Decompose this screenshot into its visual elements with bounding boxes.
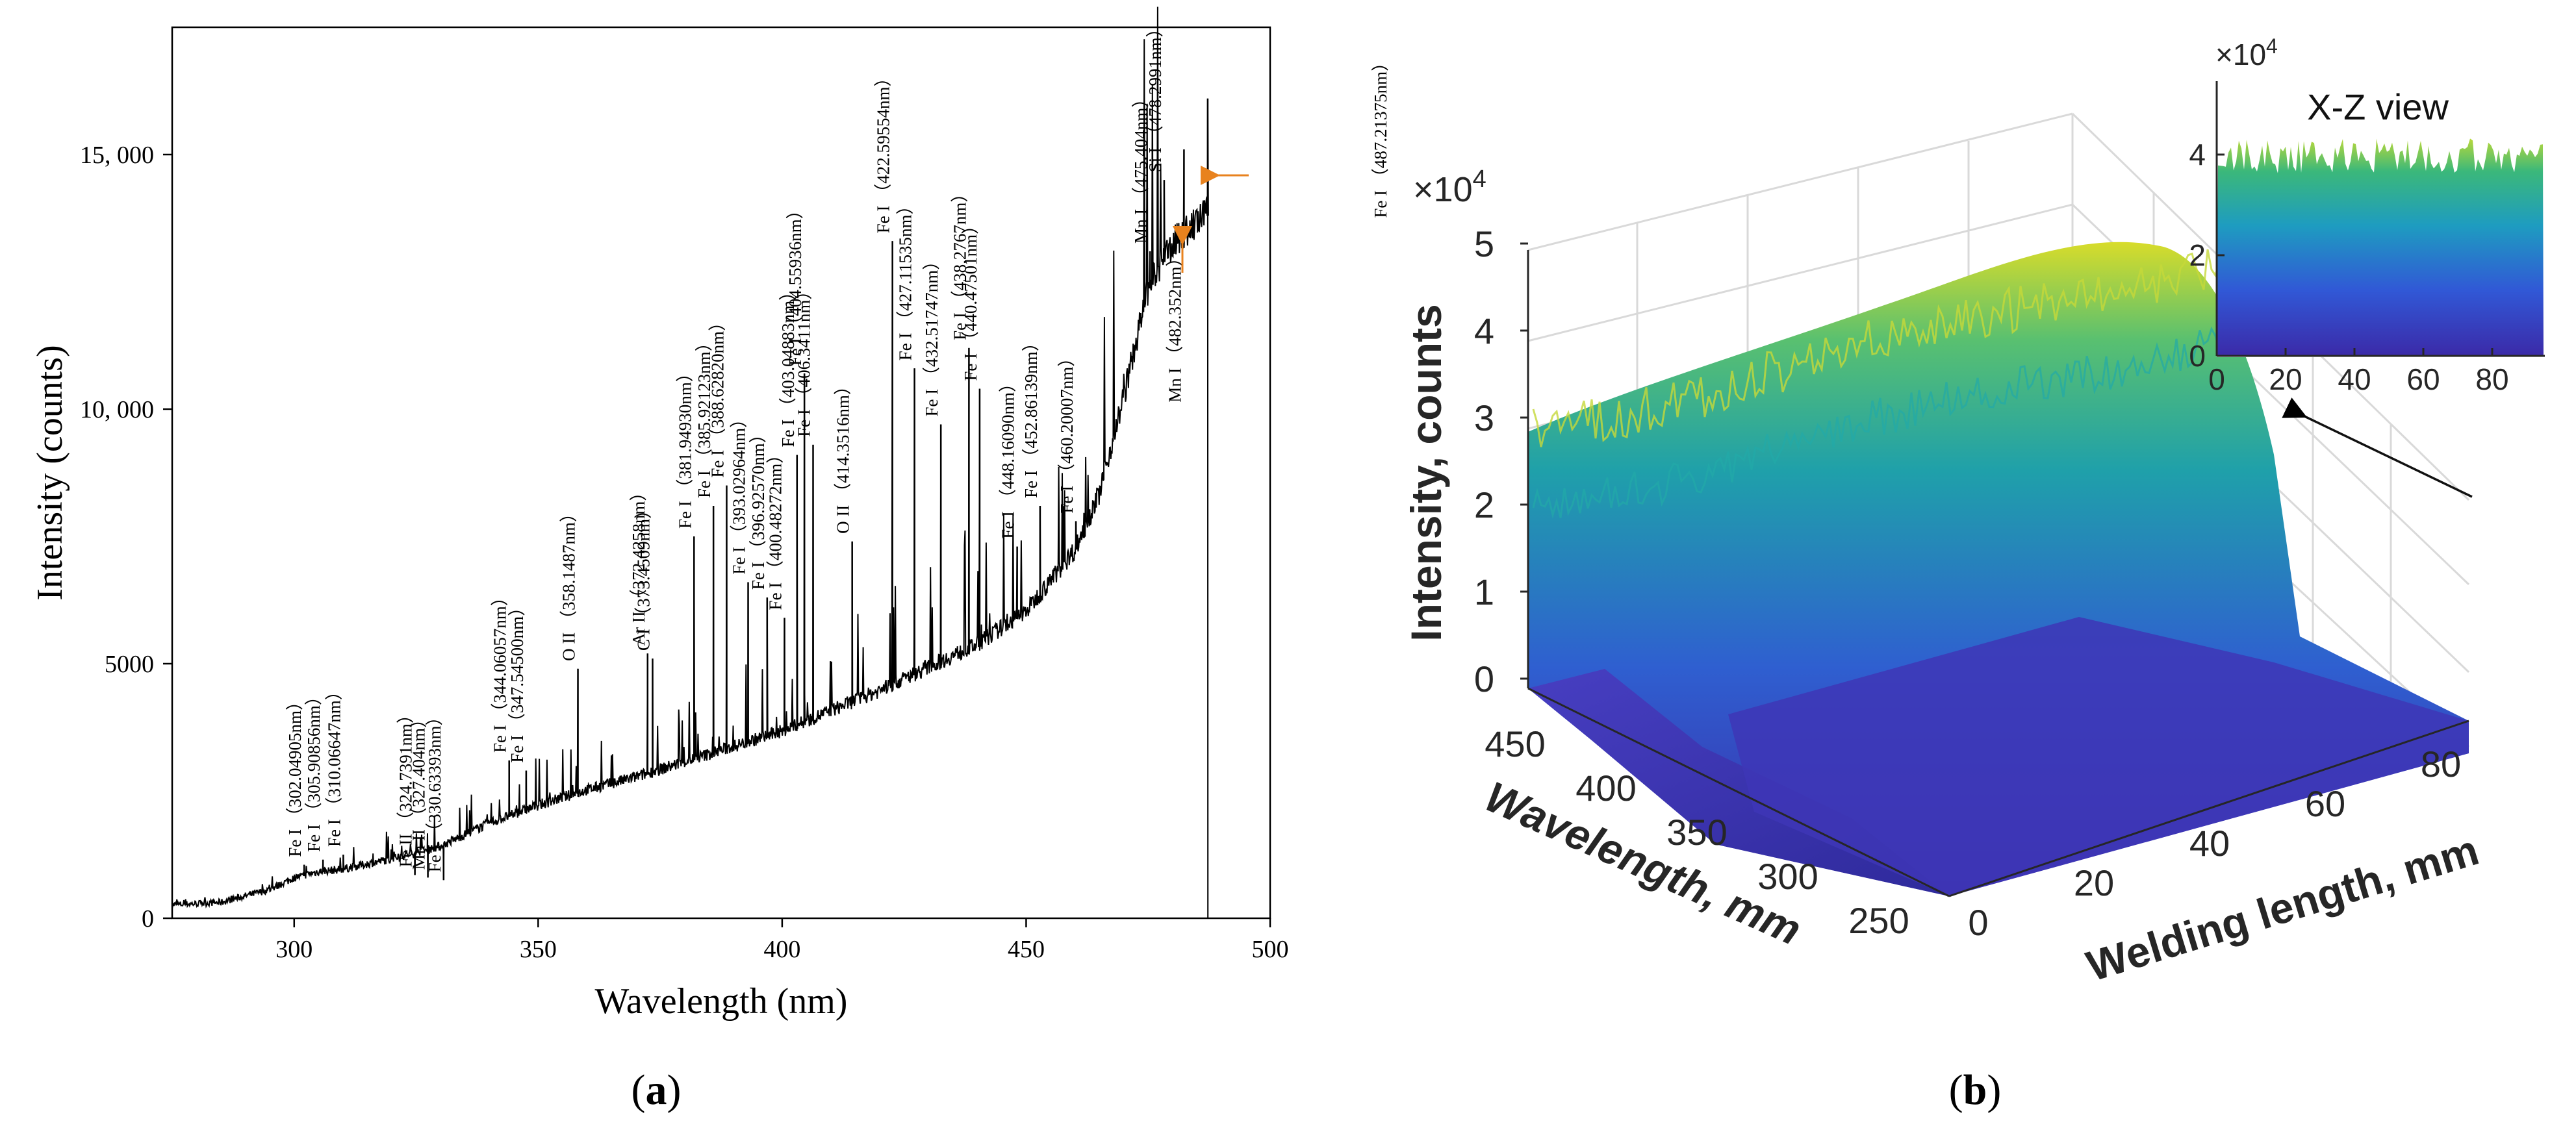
peak-label-31: Mn I （482.352nm）	[1165, 249, 1184, 402]
welding-axis-label: Welding length, mm	[2081, 825, 2484, 990]
inset-x-ticks: 0 20 40 60 80	[2208, 348, 2509, 396]
inset-y-tick-label-1: 2	[2189, 238, 2206, 272]
peak-label-18: Fe I （404.55936nm）	[785, 201, 805, 366]
peak-label-8: O II （358.1487nm）	[559, 505, 579, 661]
z-tick-label-4: 4	[1474, 310, 1494, 351]
z-ticks: 0 1 2 3 4 5	[1474, 223, 1528, 699]
inset-surface	[2217, 138, 2544, 356]
z-tick-label-0: 0	[1474, 658, 1494, 699]
peak-label-2: Fe I （310.06647nm）	[324, 683, 344, 847]
peak-label-26: Fe I （448.16090nm）	[999, 375, 1018, 539]
inset-x-tick-label-1: 20	[2269, 362, 2302, 396]
y-axis-line	[1527, 687, 1950, 897]
peak-label-24: Fe I （438.2767nm）	[950, 185, 969, 340]
x-ticks: 300 350 400 450 500	[275, 918, 1289, 963]
wavelength-tick-label-3: 400	[1575, 768, 1636, 809]
peak-label-30: Si I （478.2991nm）	[1145, 19, 1165, 172]
x-axis-label: Wavelength (nm)	[595, 981, 848, 1022]
wavelength-tick-label-4: 450	[1485, 723, 1545, 764]
peak-label-21: Fe I （422.59554nm）	[874, 69, 893, 234]
x-axis-line	[1948, 720, 2469, 897]
peak-label-27: Fe I （452.86139nm）	[1021, 334, 1041, 498]
plot-frame	[171, 26, 1271, 920]
inset-x-tick-label-3: 60	[2406, 362, 2440, 396]
x-tick-label-3: 450	[1008, 936, 1045, 963]
peak-label-16: Fe I （400.48272nm）	[765, 446, 785, 610]
peak-label-7: Fe I （347.54500nm）	[507, 599, 527, 763]
welding-tick-label-3: 60	[2305, 783, 2345, 824]
peak-label-6: Fe I （344.06057nm）	[491, 588, 510, 753]
y-tick-label-0: 0	[142, 905, 154, 933]
spectrum-line	[172, 6, 1209, 919]
peak-label-32: Fe I （487.21375nm）	[1371, 54, 1390, 218]
peak-label-3: Fe II （324.7391nm）	[396, 706, 416, 867]
inset-x-tick-label-4: 80	[2475, 362, 2508, 396]
peak-label-0: Fe I （302.04905nm）	[285, 693, 305, 857]
peak-label-4: Mn II （327.404nm）	[409, 710, 429, 870]
welding-tick-label-1: 20	[2074, 862, 2114, 903]
y-tick-label-3: 15, 000	[80, 142, 154, 169]
peak-label-12: Fe I （385.92123nm）	[695, 334, 714, 498]
x-tick-label-1: 350	[520, 936, 557, 963]
peak-label-17: Fe I （403.04883nm）	[778, 283, 798, 447]
peak-label-25: Fe I （440.47501nm）	[961, 217, 980, 381]
peak-label-11: Fe I （381.94930nm）	[675, 364, 695, 529]
peak-label-10: C I （373.4509nm）	[633, 501, 653, 651]
z-tick-label-1: 1	[1474, 571, 1494, 612]
z-tick-label-3: 3	[1474, 397, 1494, 438]
peak-annotations: Fe I （302.04905nm）Fe I （305.90856nm） Fe I…	[285, 19, 1390, 872]
inset-xz-view: 0 2 4 0 20 40 60 80 ×104 X-Z view	[2189, 34, 2545, 396]
wavelength-ticks: 450 400 350 300 250	[1485, 723, 1909, 941]
y-tick-label-2: 10, 000	[80, 396, 154, 423]
wavelength-tick-label-0: 250	[1848, 900, 1909, 941]
surface-front-ridges	[1728, 617, 2469, 896]
inset-x-tick-label-2: 40	[2338, 362, 2371, 396]
peak-label-29: Mn I （475.404nm）	[1131, 90, 1151, 244]
inset-title: X-Z view	[2307, 86, 2449, 127]
peak-label-5: Fe I （330.63393nm）	[425, 708, 444, 872]
welding-tick-label-2: 40	[2189, 823, 2230, 864]
inset-y-tick-label-0: 0	[2189, 339, 2206, 373]
welding-tick-label-0: 0	[1968, 902, 1988, 943]
inset-x-tick-label-0: 0	[2208, 362, 2225, 396]
welding-tick-label-4: 80	[2421, 744, 2461, 784]
inset-multiplier: ×104	[2215, 34, 2278, 71]
peak-label-9: Ar II （372.4258nm）	[629, 484, 648, 646]
surface-noise-top	[1532, 234, 2260, 447]
x-tick-label-2: 400	[763, 936, 800, 963]
inset-y-tick-label-2: 4	[2189, 138, 2206, 171]
surface-noise-mid	[1532, 311, 2260, 519]
peak-label-1: Fe I （305.90856nm）	[304, 688, 324, 852]
z-tick-label-2: 2	[1474, 484, 1494, 525]
y-axis-label: Intensity (counts)	[30, 345, 70, 600]
x-tick-label-0: 300	[275, 936, 312, 963]
peak-label-23: Fe I （432.51747nm）	[922, 253, 941, 417]
peak-label-14: Fe I （393.02964nm）	[730, 410, 749, 575]
z-tick-label-5: 5	[1474, 223, 1494, 264]
panel-label-b: (b)	[1949, 1066, 2002, 1114]
y-tick-label-1: 5000	[105, 651, 154, 678]
wavelength-tick-label-2: 350	[1666, 812, 1727, 853]
wavelength-tick-label-1: 300	[1757, 856, 1818, 897]
peak-label-15: Fe I （396.92570nm）	[748, 425, 768, 590]
panel-label-a: (a)	[631, 1066, 682, 1114]
spectrum-chart: Fe I （302.04905nm）Fe I （305.90856nm） Fe I…	[30, 6, 1390, 1114]
z-multiplier: ×104	[1413, 166, 1486, 209]
inset-y-ticks: 0 2 4	[2189, 138, 2225, 373]
x-tick-label-4: 500	[1252, 936, 1289, 963]
peak-label-22: Fe I （427.11535nm）	[896, 197, 915, 361]
z-axis-label: Intensity, counts	[1402, 304, 1450, 642]
peak-label-13: Fe I （388.62820nm）	[708, 314, 727, 478]
peak-label-28: Fe I （460.20007nm）	[1057, 349, 1077, 514]
peak-label-19: Fe I （406.3411nm）	[795, 282, 814, 437]
peak-label-20: O II （414.3516nm）	[834, 377, 853, 534]
y-ticks: 0 5000 10, 000 15, 000	[80, 142, 172, 933]
inset-pointer-arrow	[2282, 397, 2473, 498]
welding-ticks: 0 20 40 60 80	[1968, 744, 2461, 943]
